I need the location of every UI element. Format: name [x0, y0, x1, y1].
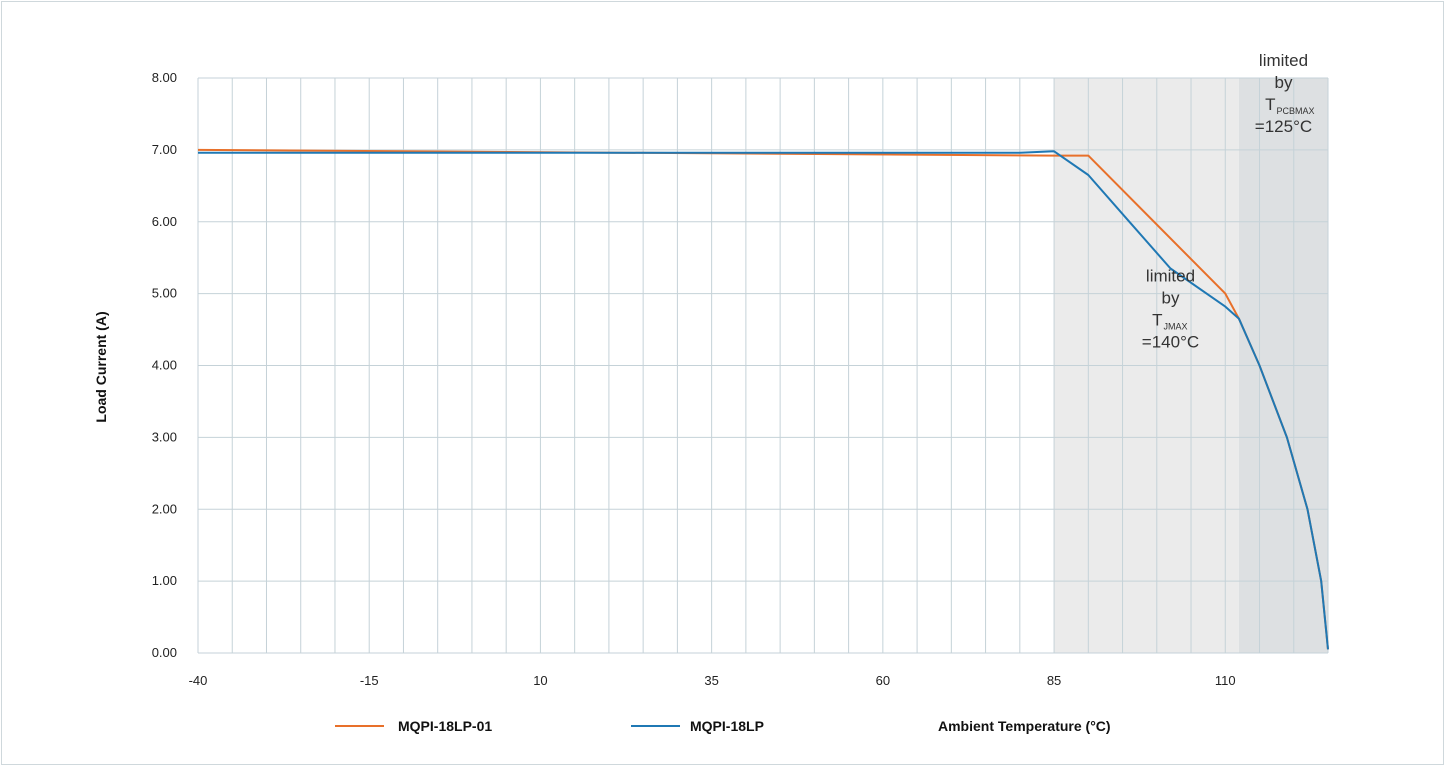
- y-tick-label: 0.00: [152, 645, 177, 660]
- x-tick-label: 110: [1215, 673, 1236, 688]
- legend: MQPI-18LP-01 MQPI-18LP: [335, 718, 764, 734]
- y-tick-label: 8.00: [152, 70, 177, 85]
- annotation-value: =140°C: [1142, 333, 1199, 352]
- x-axis-title: Ambient Temperature (°C): [938, 718, 1111, 734]
- y-axis-title: Load Current (A): [93, 311, 109, 422]
- x-tick-label: -15: [360, 673, 379, 688]
- legend-label-mqpi-18lp: MQPI-18LP: [690, 718, 764, 734]
- annotation-symbol: T: [1265, 95, 1275, 114]
- x-tick-label: 85: [1047, 673, 1061, 688]
- y-tick-labels: 0.00 1.00 2.00 3.00 4.00 5.00 6.00 7.00 8.00: [152, 70, 177, 660]
- y-tick-label: 2.00: [152, 501, 177, 516]
- legend-label-mqpi-18lp-01: MQPI-18LP-01: [398, 718, 492, 734]
- x-tick-label: 60: [876, 673, 890, 688]
- x-tick-labels: -40 -15 10 35 60 85 110: [189, 673, 1236, 688]
- annotation-line: limited: [1146, 267, 1195, 286]
- annotation-line: limited: [1259, 51, 1308, 70]
- y-tick-label: 7.00: [152, 142, 177, 157]
- annotation-value: =125°C: [1255, 117, 1312, 136]
- y-tick-label: 1.00: [152, 573, 177, 588]
- annotation-line: by: [1275, 73, 1293, 92]
- annotation-subscript: PCBMAX: [1276, 106, 1314, 116]
- annotation-subscript: JMAX: [1163, 322, 1187, 332]
- x-tick-label: -40: [189, 673, 208, 688]
- y-tick-label: 4.00: [152, 358, 177, 373]
- annotation-line: by: [1162, 289, 1180, 308]
- x-tick-label: 35: [704, 673, 718, 688]
- y-tick-label: 5.00: [152, 286, 177, 301]
- y-tick-label: 3.00: [152, 429, 177, 444]
- y-tick-label: 6.00: [152, 214, 177, 229]
- x-tick-label: 10: [533, 673, 547, 688]
- annotation-symbol: T: [1152, 311, 1162, 330]
